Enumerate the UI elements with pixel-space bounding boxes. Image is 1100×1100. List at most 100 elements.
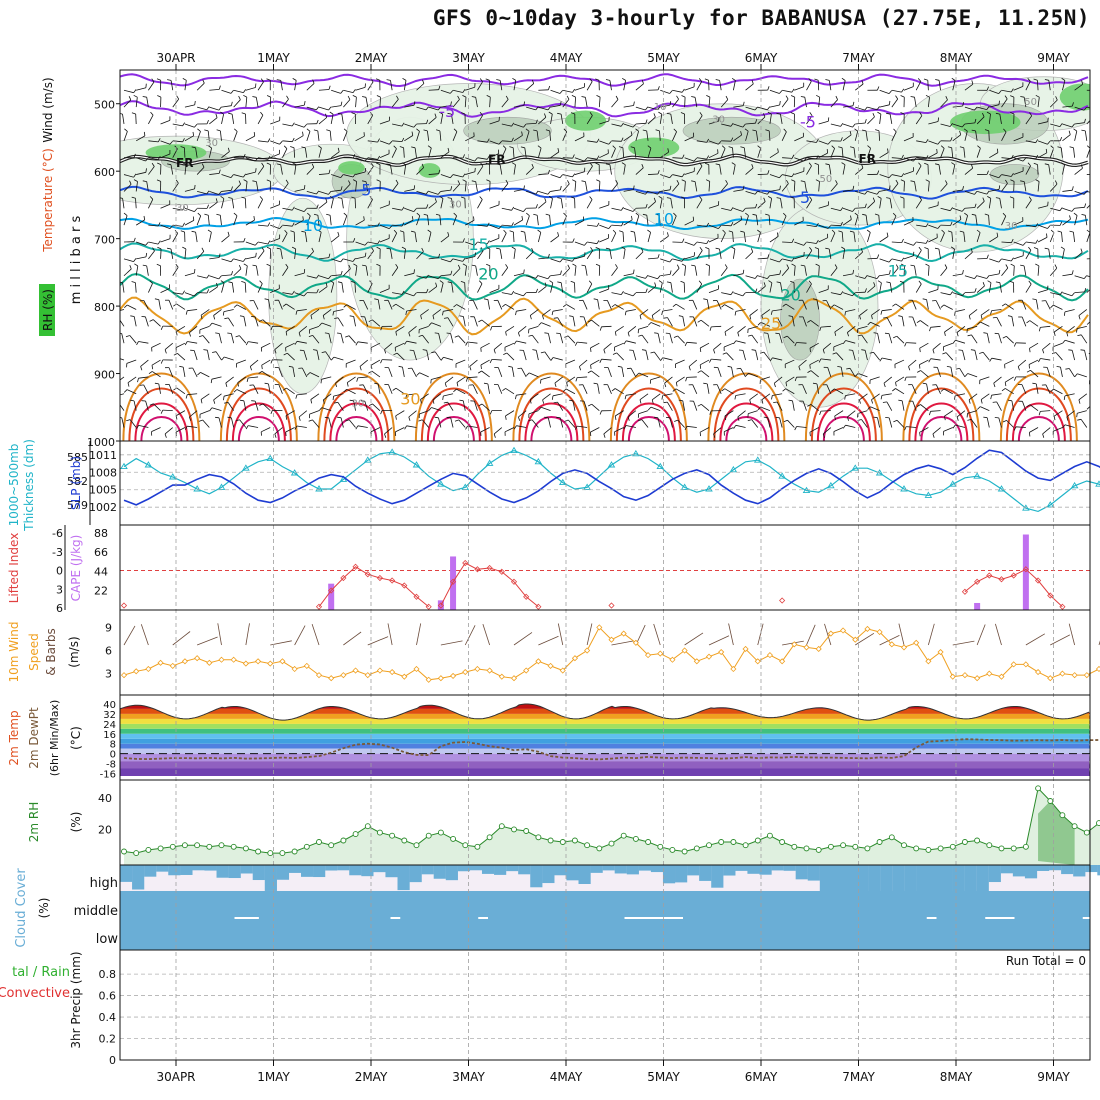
wind-barb <box>1074 83 1083 91</box>
cloud-high-bar <box>469 865 483 871</box>
wind-barb-flag <box>864 275 868 279</box>
wind-barb-flag <box>910 264 915 267</box>
wind-barb <box>379 238 390 243</box>
wind-barb <box>168 300 174 310</box>
wind-barb-flag <box>260 111 264 116</box>
wind-barb <box>541 322 551 327</box>
wind-barb <box>955 424 966 428</box>
wind-barb <box>587 140 598 143</box>
cloud-high-bar <box>590 865 603 873</box>
wind-barb <box>891 267 899 276</box>
wind-barb-flag <box>152 247 155 252</box>
wind-barb-flag <box>266 263 271 267</box>
wind-barb-flag <box>574 425 578 430</box>
wind10m-barb <box>538 635 559 646</box>
wind-barb <box>599 204 609 209</box>
rh-point <box>840 842 847 849</box>
wind-barb-flag <box>901 88 905 93</box>
wind-barb-flag <box>120 113 123 115</box>
wind-barb-flag <box>386 247 391 250</box>
wind-barb <box>889 198 893 209</box>
li-point <box>1010 572 1017 579</box>
wind-barb-flag <box>120 197 123 199</box>
wind-barb-flag <box>1071 292 1075 297</box>
wind-barb <box>1025 241 1036 244</box>
wind-barb-flag <box>611 388 616 392</box>
wind-barb-flag <box>705 263 710 267</box>
ua-ytick-label: 800 <box>94 301 115 314</box>
wind-barb-flag <box>749 399 752 404</box>
wind-barb <box>903 220 914 226</box>
wind-barb <box>724 304 734 310</box>
wind-barb-flag <box>657 275 661 279</box>
wind-barb-flag <box>697 403 702 407</box>
wind-barb-flag <box>377 138 380 143</box>
rh-point <box>803 845 810 852</box>
wind-barb-flag <box>425 106 429 111</box>
rh-point <box>596 845 603 852</box>
isotherm-5 <box>120 185 1089 200</box>
wind-barb-flag <box>401 122 405 127</box>
wind-barb <box>296 340 307 344</box>
li-point <box>535 603 542 610</box>
cloud-high-bar <box>288 865 302 873</box>
wind-barb <box>802 384 807 394</box>
wind-barb <box>306 275 317 279</box>
wind-barb <box>818 237 828 243</box>
wind-barb <box>209 191 219 195</box>
wind-barb-flag <box>167 163 172 166</box>
wind-barb <box>920 320 929 327</box>
wind-barb <box>952 248 955 259</box>
wind-barb-flag <box>254 242 259 246</box>
li-point <box>352 563 359 570</box>
wind-barb-flag <box>619 230 624 233</box>
wind-barb <box>1050 123 1061 127</box>
wind-barb <box>968 309 978 316</box>
wind-barb-flag <box>666 112 671 115</box>
wind-barb <box>146 181 149 192</box>
cloud-high-bar <box>1024 865 1038 879</box>
wind-barb <box>662 393 673 397</box>
wind-barb <box>443 393 454 397</box>
wind-barb-flag <box>1011 154 1014 159</box>
date-label-bottom: 4MAY <box>550 1070 583 1084</box>
wind-barb <box>623 207 634 212</box>
wind-barb-flag <box>395 415 397 420</box>
wind-barb-flag <box>421 163 424 168</box>
wind-barb-flag <box>992 401 997 403</box>
wind-barb <box>293 147 296 158</box>
isotherm-minus10 <box>120 73 1089 88</box>
wind-barb <box>565 359 576 365</box>
cloud-high-bar <box>819 865 832 891</box>
wind-barb-flag <box>454 335 459 338</box>
wind-barb <box>806 241 817 244</box>
wind-barb <box>406 393 417 396</box>
wind-barb <box>270 120 280 125</box>
wind-barb-flag <box>718 225 722 229</box>
wind-barb-flag <box>990 310 992 315</box>
wind-barb <box>452 99 460 108</box>
wind-barb <box>525 251 534 260</box>
wind-barb-flag <box>681 257 685 262</box>
cloud-high-bar <box>638 865 652 871</box>
wind-barb <box>1023 97 1027 108</box>
precip-tick-label: 0.6 <box>99 990 117 1003</box>
wind-barb-flag <box>641 349 646 351</box>
wind-barb <box>1017 359 1027 367</box>
wind-barb <box>254 316 259 327</box>
wind-barb-flag <box>283 352 288 356</box>
thickness-point <box>1070 481 1079 489</box>
wind-barb-flag <box>185 310 188 315</box>
wind-barb-flag <box>264 298 269 300</box>
wind-barb-flag <box>340 101 343 106</box>
wind-barb-flag <box>825 163 830 166</box>
wind-barb-flag <box>698 78 703 82</box>
wind10m-barb <box>367 636 389 646</box>
wind-barb-flag <box>725 180 728 184</box>
wind-barb-flag <box>635 212 640 216</box>
wind-barb <box>529 372 539 378</box>
date-label-bottom: 9MAY <box>1037 1070 1070 1084</box>
wind-barb <box>440 282 444 293</box>
wind-barb <box>472 384 478 394</box>
wind-barb <box>355 181 357 192</box>
